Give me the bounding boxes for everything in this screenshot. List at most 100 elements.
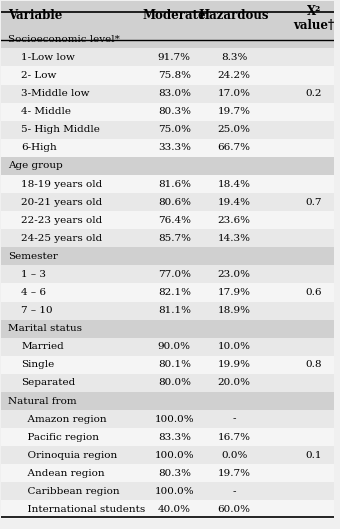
Text: Separated: Separated: [21, 378, 75, 387]
Text: 5- High Middle: 5- High Middle: [21, 125, 100, 134]
FancyBboxPatch shape: [1, 2, 334, 30]
FancyBboxPatch shape: [1, 428, 334, 446]
FancyBboxPatch shape: [1, 266, 334, 284]
Text: 18.9%: 18.9%: [218, 306, 251, 315]
Text: Single: Single: [21, 360, 55, 369]
FancyBboxPatch shape: [1, 157, 334, 175]
Text: 0.0%: 0.0%: [221, 451, 247, 460]
FancyBboxPatch shape: [1, 464, 334, 482]
Text: 85.7%: 85.7%: [158, 234, 191, 243]
Text: 4 – 6: 4 – 6: [21, 288, 46, 297]
Text: 82.1%: 82.1%: [158, 288, 191, 297]
Text: 60.0%: 60.0%: [218, 505, 251, 514]
Text: 24-25 years old: 24-25 years old: [21, 234, 103, 243]
Text: Caribbean region: Caribbean region: [21, 487, 120, 496]
Text: Moderate: Moderate: [142, 10, 206, 22]
FancyBboxPatch shape: [1, 392, 334, 410]
Text: 18-19 years old: 18-19 years old: [21, 179, 103, 188]
Text: 100.0%: 100.0%: [154, 487, 194, 496]
FancyBboxPatch shape: [1, 30, 334, 49]
Text: 14.3%: 14.3%: [218, 234, 251, 243]
Text: 80.3%: 80.3%: [158, 469, 191, 478]
FancyBboxPatch shape: [1, 482, 334, 500]
Text: 40.0%: 40.0%: [158, 505, 191, 514]
Text: 83.3%: 83.3%: [158, 433, 191, 442]
Text: 100.0%: 100.0%: [154, 451, 194, 460]
FancyBboxPatch shape: [1, 67, 334, 85]
FancyBboxPatch shape: [1, 49, 334, 67]
FancyBboxPatch shape: [1, 121, 334, 139]
Text: -: -: [232, 487, 236, 496]
FancyBboxPatch shape: [1, 103, 334, 121]
Text: 4- Middle: 4- Middle: [21, 107, 71, 116]
Text: 23.6%: 23.6%: [218, 216, 251, 225]
Text: 19.4%: 19.4%: [218, 198, 251, 207]
Text: 91.7%: 91.7%: [158, 53, 191, 62]
Text: 1-Low low: 1-Low low: [21, 53, 75, 62]
Text: X²: X²: [307, 5, 321, 18]
FancyBboxPatch shape: [1, 356, 334, 374]
FancyBboxPatch shape: [1, 284, 334, 302]
Text: 0.7: 0.7: [306, 198, 322, 207]
Text: 25.0%: 25.0%: [218, 125, 251, 134]
Text: 19.9%: 19.9%: [218, 360, 251, 369]
Text: 0.8: 0.8: [306, 360, 322, 369]
Text: 10.0%: 10.0%: [218, 342, 251, 351]
Text: Pacific region: Pacific region: [21, 433, 99, 442]
Text: 76.4%: 76.4%: [158, 216, 191, 225]
FancyBboxPatch shape: [1, 302, 334, 320]
Text: 17.9%: 17.9%: [218, 288, 251, 297]
FancyBboxPatch shape: [1, 446, 334, 464]
Text: 19.7%: 19.7%: [218, 469, 251, 478]
Text: 8.3%: 8.3%: [221, 53, 247, 62]
FancyBboxPatch shape: [1, 193, 334, 211]
Text: 100.0%: 100.0%: [154, 415, 194, 424]
FancyBboxPatch shape: [1, 374, 334, 392]
Text: 2- Low: 2- Low: [21, 71, 57, 80]
Text: 6-High: 6-High: [21, 143, 57, 152]
Text: Hazardous: Hazardous: [199, 10, 269, 22]
Text: 22-23 years old: 22-23 years old: [21, 216, 103, 225]
FancyBboxPatch shape: [1, 211, 334, 229]
FancyBboxPatch shape: [1, 229, 334, 248]
Text: 3-Middle low: 3-Middle low: [21, 89, 90, 98]
Text: 75.0%: 75.0%: [158, 125, 191, 134]
Text: Variable: Variable: [8, 10, 63, 22]
Text: 81.1%: 81.1%: [158, 306, 191, 315]
FancyBboxPatch shape: [1, 85, 334, 103]
Text: 81.6%: 81.6%: [158, 179, 191, 188]
Text: 24.2%: 24.2%: [218, 71, 251, 80]
FancyBboxPatch shape: [1, 338, 334, 356]
Text: value†: value†: [293, 19, 335, 32]
Text: 80.6%: 80.6%: [158, 198, 191, 207]
Text: 17.0%: 17.0%: [218, 89, 251, 98]
Text: 19.7%: 19.7%: [218, 107, 251, 116]
FancyBboxPatch shape: [1, 410, 334, 428]
FancyBboxPatch shape: [1, 500, 334, 518]
Text: International students: International students: [21, 505, 146, 514]
Text: Andean region: Andean region: [21, 469, 105, 478]
Text: Natural from: Natural from: [8, 397, 76, 406]
Text: 20-21 years old: 20-21 years old: [21, 198, 103, 207]
Text: Amazon region: Amazon region: [21, 415, 107, 424]
Text: Orinoquia region: Orinoquia region: [21, 451, 118, 460]
FancyBboxPatch shape: [1, 175, 334, 193]
Text: Semester: Semester: [8, 252, 58, 261]
Text: 75.8%: 75.8%: [158, 71, 191, 80]
Text: 66.7%: 66.7%: [218, 143, 251, 152]
Text: 18.4%: 18.4%: [218, 179, 251, 188]
Text: 1 – 3: 1 – 3: [21, 270, 46, 279]
Text: -: -: [232, 415, 236, 424]
Text: Age group: Age group: [8, 161, 63, 170]
Text: Marital status: Marital status: [8, 324, 82, 333]
Text: 0.6: 0.6: [306, 288, 322, 297]
Text: Married: Married: [21, 342, 64, 351]
Text: 77.0%: 77.0%: [158, 270, 191, 279]
Text: 90.0%: 90.0%: [158, 342, 191, 351]
Text: 0.2: 0.2: [306, 89, 322, 98]
Text: 33.3%: 33.3%: [158, 143, 191, 152]
Text: 7 – 10: 7 – 10: [21, 306, 53, 315]
Text: 20.0%: 20.0%: [218, 378, 251, 387]
Text: 83.0%: 83.0%: [158, 89, 191, 98]
FancyBboxPatch shape: [1, 320, 334, 338]
